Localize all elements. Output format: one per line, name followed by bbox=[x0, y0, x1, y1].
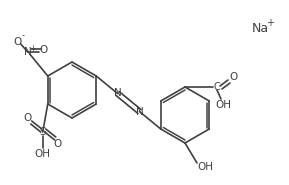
Text: OH: OH bbox=[197, 162, 213, 172]
Text: O: O bbox=[230, 72, 238, 82]
Text: N: N bbox=[114, 88, 121, 98]
Text: C: C bbox=[214, 82, 221, 92]
Text: N: N bbox=[136, 107, 143, 117]
Text: OH: OH bbox=[215, 100, 231, 110]
Text: +: + bbox=[266, 18, 274, 28]
Text: -: - bbox=[21, 31, 24, 41]
Text: O: O bbox=[24, 113, 32, 123]
Text: N: N bbox=[24, 47, 32, 57]
Text: O: O bbox=[54, 139, 62, 149]
Text: Na: Na bbox=[252, 21, 269, 34]
Text: O: O bbox=[40, 45, 48, 55]
Text: O: O bbox=[14, 37, 22, 47]
Text: +: + bbox=[29, 43, 36, 53]
Text: S: S bbox=[39, 127, 46, 137]
Text: OH: OH bbox=[35, 149, 51, 159]
